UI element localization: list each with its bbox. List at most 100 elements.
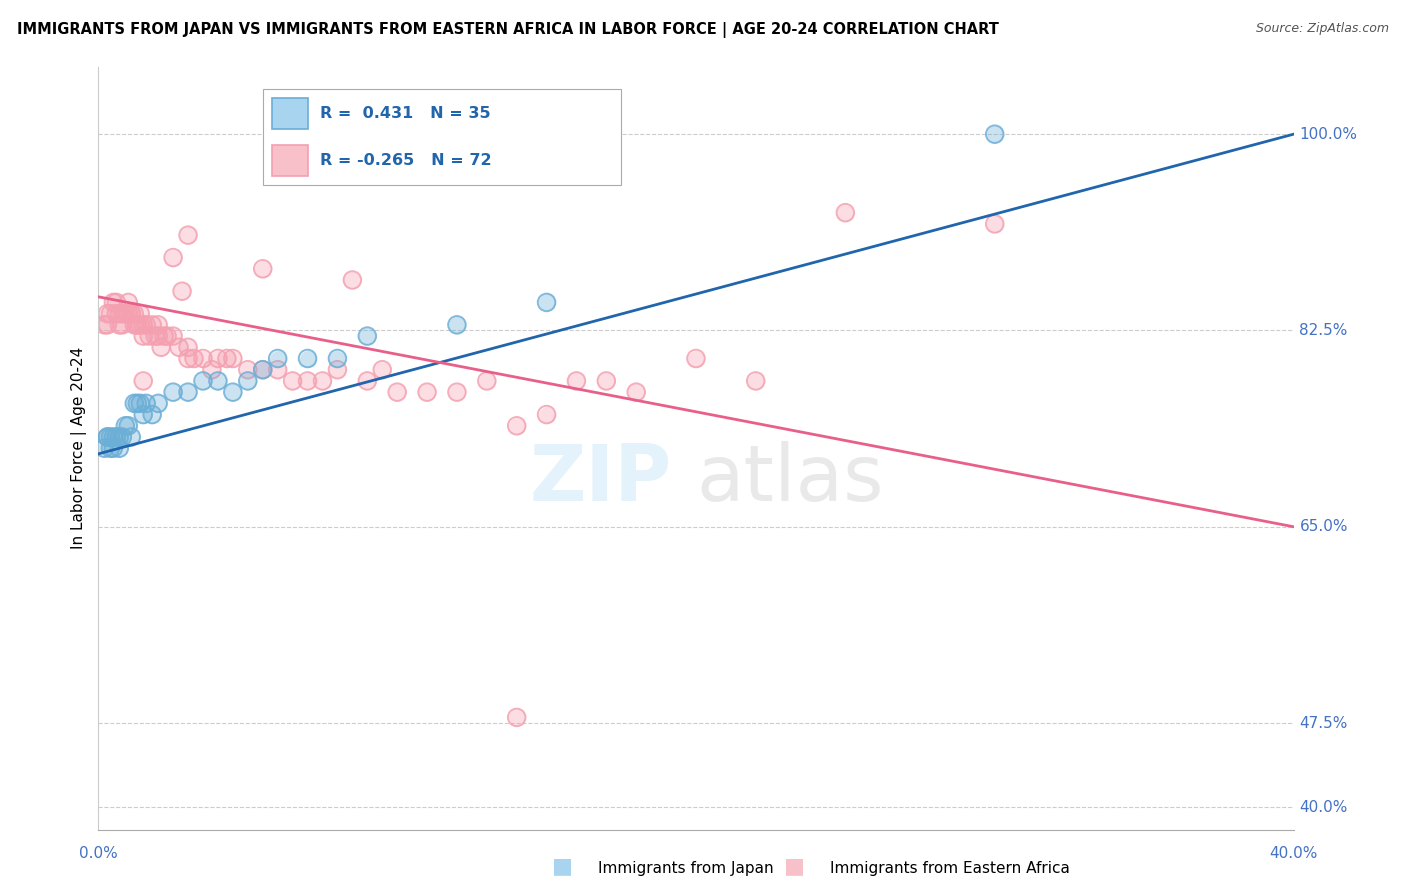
Point — [506, 710, 529, 724]
Point — [93, 318, 115, 332]
Point — [595, 374, 617, 388]
Point — [141, 408, 163, 422]
Point — [252, 362, 274, 376]
Point — [172, 284, 194, 298]
Point — [297, 351, 319, 366]
Point — [236, 362, 259, 376]
Point — [96, 430, 118, 444]
Point — [135, 318, 157, 332]
Point — [207, 374, 229, 388]
Point — [111, 318, 134, 332]
Point — [167, 340, 190, 354]
Point — [117, 295, 139, 310]
Point — [281, 374, 304, 388]
Point — [127, 318, 149, 332]
Point — [626, 385, 648, 400]
Text: R =  0.431   N = 35: R = 0.431 N = 35 — [319, 105, 491, 120]
Text: ■: ■ — [785, 856, 804, 876]
Point — [236, 374, 259, 388]
Text: 0.0%: 0.0% — [79, 847, 118, 862]
Point — [141, 408, 163, 422]
Point — [114, 307, 136, 321]
Point — [685, 351, 707, 366]
Point — [114, 307, 136, 321]
Point — [111, 307, 134, 321]
Point — [117, 418, 139, 433]
Point — [177, 340, 200, 354]
Point — [446, 385, 468, 400]
Point — [745, 374, 768, 388]
Point — [135, 396, 157, 410]
Y-axis label: In Labor Force | Age 20-24: In Labor Force | Age 20-24 — [72, 347, 87, 549]
Point — [416, 385, 439, 400]
Point — [124, 307, 146, 321]
Point — [191, 351, 214, 366]
Point — [132, 408, 155, 422]
Point — [356, 329, 378, 343]
Point — [177, 351, 200, 366]
Point — [162, 329, 184, 343]
Point — [114, 418, 136, 433]
Point — [183, 351, 205, 366]
Point — [177, 340, 200, 354]
Point — [565, 374, 588, 388]
Point — [103, 295, 125, 310]
Point — [132, 374, 155, 388]
Point — [475, 374, 498, 388]
Point — [132, 329, 155, 343]
Point — [156, 329, 179, 343]
Point — [108, 430, 131, 444]
Point — [156, 329, 179, 343]
Point — [120, 307, 142, 321]
Point — [96, 307, 118, 321]
Point — [356, 374, 378, 388]
Point — [127, 318, 149, 332]
Point — [105, 295, 128, 310]
Point — [96, 318, 118, 332]
Point — [267, 351, 290, 366]
Point — [96, 430, 118, 444]
Point — [120, 430, 142, 444]
Point — [105, 295, 128, 310]
Point — [267, 351, 290, 366]
Point — [281, 374, 304, 388]
Point — [103, 430, 125, 444]
Point — [984, 127, 1007, 141]
Point — [297, 374, 319, 388]
Point — [183, 351, 205, 366]
Point — [141, 318, 163, 332]
Point — [177, 351, 200, 366]
Point — [222, 351, 245, 366]
Bar — [271, 97, 308, 128]
Point — [108, 441, 131, 455]
Point — [162, 385, 184, 400]
Point — [108, 318, 131, 332]
Point — [148, 329, 170, 343]
Point — [207, 351, 229, 366]
Point — [129, 318, 152, 332]
Point — [446, 318, 468, 332]
Point — [127, 396, 149, 410]
Point — [129, 396, 152, 410]
Point — [984, 217, 1007, 231]
Point — [167, 340, 190, 354]
Point — [385, 385, 409, 400]
Point — [326, 351, 349, 366]
Point — [108, 430, 131, 444]
Point — [745, 374, 768, 388]
Point — [120, 307, 142, 321]
Point — [127, 396, 149, 410]
Point — [177, 385, 200, 400]
Point — [114, 418, 136, 433]
Point — [135, 318, 157, 332]
Text: ZIP: ZIP — [530, 441, 672, 516]
Point — [132, 318, 155, 332]
Point — [129, 318, 152, 332]
Point — [141, 318, 163, 332]
Point — [236, 374, 259, 388]
Point — [124, 396, 146, 410]
Point — [326, 351, 349, 366]
Point — [252, 261, 274, 276]
Point — [536, 408, 558, 422]
Point — [103, 430, 125, 444]
